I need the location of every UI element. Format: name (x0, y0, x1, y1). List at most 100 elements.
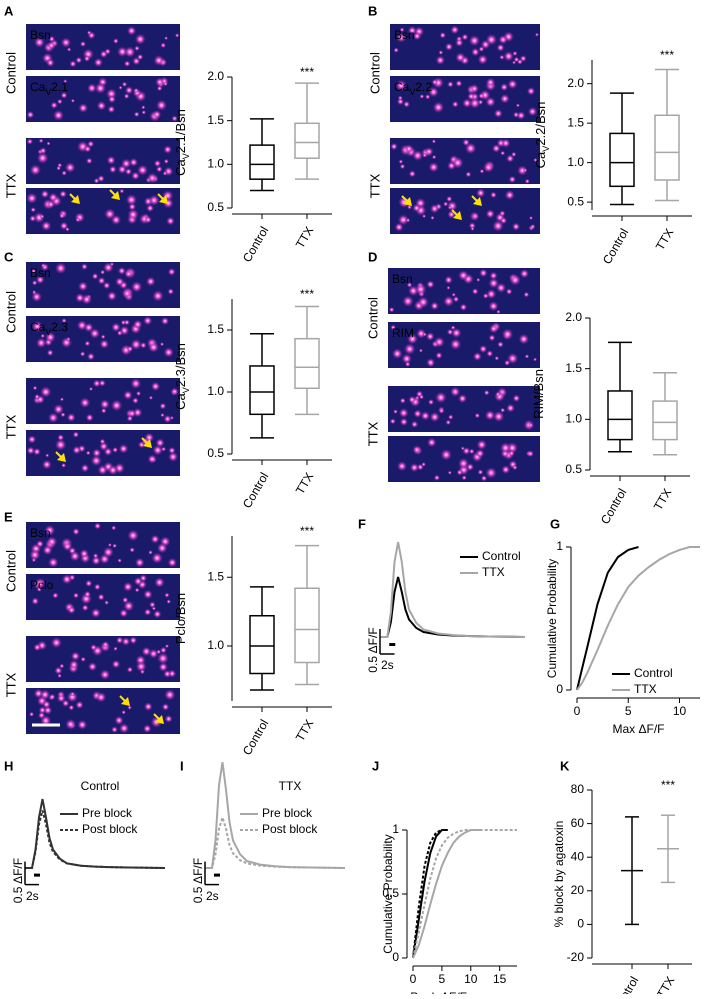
punctum (468, 34, 481, 47)
punctum (474, 412, 481, 419)
punctum (30, 268, 37, 274)
punctum (28, 711, 35, 717)
punctum (111, 322, 121, 333)
punctum (150, 381, 161, 392)
punctum (163, 347, 174, 358)
punctum (451, 292, 456, 297)
punctum (101, 640, 110, 649)
panel-letter: F (358, 516, 366, 531)
punctum (85, 157, 93, 165)
punctum (153, 609, 162, 619)
punctum (123, 93, 130, 100)
punctum (126, 25, 137, 36)
y-tick-label: 20 (571, 883, 585, 897)
punctum (399, 27, 405, 33)
text-segment: RIM (392, 326, 414, 340)
punctum (443, 295, 455, 307)
punctum (397, 214, 410, 226)
punctum (112, 543, 118, 549)
punctum (459, 303, 468, 312)
box (294, 122, 320, 159)
punctum (469, 83, 480, 94)
punctum (482, 292, 489, 299)
punctum (80, 263, 88, 271)
punctum (485, 209, 495, 219)
punctum (72, 445, 82, 455)
punctum (462, 98, 472, 109)
y-tick-label: 1.0 (567, 155, 584, 169)
punctum (31, 597, 40, 606)
punctum (517, 165, 528, 176)
punctum (470, 47, 480, 57)
panel-letter: B (368, 3, 377, 18)
punctum (100, 407, 107, 414)
series-line (412, 829, 517, 959)
annotation: *** (661, 778, 675, 792)
group-label: TTX (3, 672, 18, 697)
punctum (135, 660, 147, 673)
punctum (482, 161, 495, 173)
punctum (121, 81, 128, 88)
punctum (167, 451, 179, 463)
punctum (57, 162, 63, 168)
box (607, 390, 633, 441)
stimulus (389, 643, 396, 646)
punctum (59, 663, 65, 669)
punctum (128, 202, 137, 211)
punctum (68, 659, 79, 670)
x-tick-label: TTX (653, 226, 676, 253)
y-axis-label: CaV2.3/Bsn (173, 343, 191, 410)
punctum (146, 172, 158, 184)
text-segment: Bsn (392, 272, 413, 286)
legend-label: TTX (482, 565, 505, 579)
punctum (148, 395, 154, 400)
panel-letter: G (550, 516, 560, 531)
punctum (151, 552, 163, 564)
punctum (85, 450, 91, 456)
y-tick-label: 80 (571, 782, 585, 796)
punctum (108, 165, 117, 174)
punctum (412, 203, 421, 213)
punctum (61, 462, 67, 468)
punctum (393, 409, 398, 415)
text-segment: Bsn (30, 526, 51, 540)
annotation: *** (660, 48, 674, 62)
punctum (118, 723, 130, 734)
series-line (380, 541, 526, 638)
punctum (426, 280, 435, 289)
punctum (526, 450, 535, 458)
text-segment: V (45, 87, 51, 97)
punctum (443, 201, 449, 207)
box (654, 114, 680, 181)
punctum (402, 295, 414, 308)
box (294, 337, 320, 390)
punctum (92, 448, 102, 458)
punctum (439, 31, 447, 39)
panel-letter: H (4, 758, 13, 773)
punctum (81, 604, 89, 612)
punctum (144, 432, 155, 443)
punctum (154, 577, 165, 588)
punctum (93, 583, 101, 591)
punctum (134, 587, 140, 593)
punctum (132, 397, 139, 405)
punctum (148, 549, 153, 555)
punctum (143, 608, 152, 616)
box (249, 144, 275, 180)
punctum (500, 150, 506, 156)
punctum (121, 288, 133, 299)
punctum (133, 87, 139, 94)
text-segment: 2.2 (415, 80, 432, 94)
punctum (518, 333, 530, 345)
punctum (426, 437, 437, 448)
punctum (155, 99, 168, 111)
punctum (26, 446, 35, 455)
punctum (434, 391, 447, 404)
punctum (36, 152, 49, 165)
punctum (167, 557, 178, 568)
x-tick-label: 0 (574, 704, 581, 718)
punctum (143, 316, 153, 326)
punctum (507, 79, 518, 90)
punctum (395, 79, 408, 92)
punctum (174, 33, 180, 38)
